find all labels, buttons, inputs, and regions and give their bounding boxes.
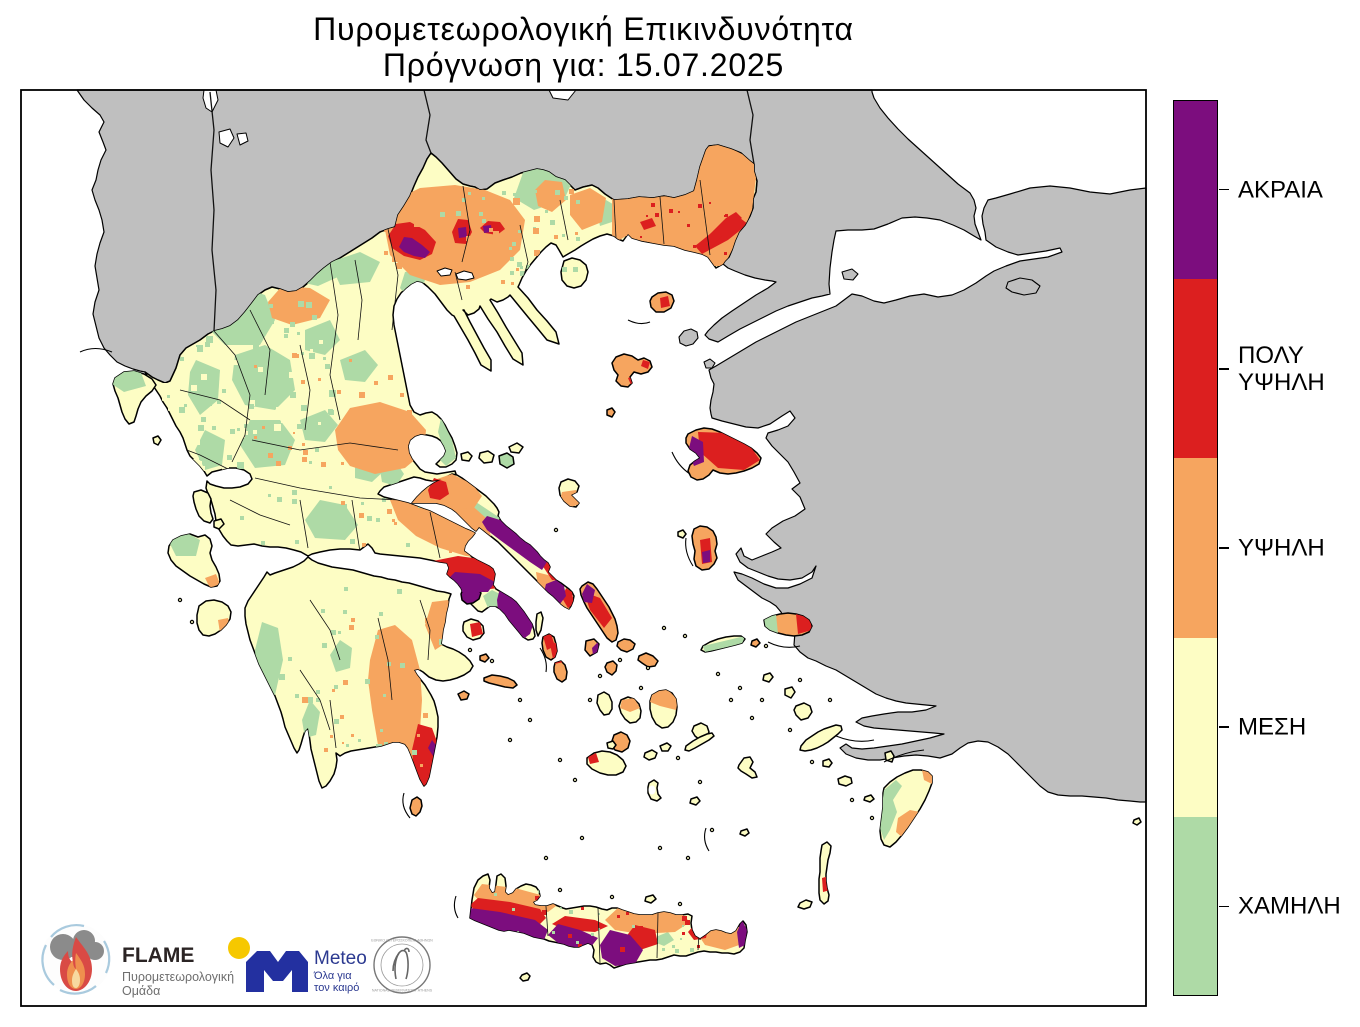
svg-text:Meteo: Meteo [314,948,367,969]
svg-text:ΕΘΝΙΚΟ ΑΣΤΕΡΟΣΚΟΠΕΙΟ ΑΘΗΝΩΝ: ΕΘΝΙΚΟ ΑΣΤΕΡΟΣΚΟΠΕΙΟ ΑΘΗΝΩΝ [371,939,433,943]
svg-text:Πυρομετεωρολογική: Πυρομετεωρολογική [122,970,234,984]
svg-text:τον καιρό: τον καιρό [314,982,359,994]
svg-text:Ομάδα: Ομάδα [122,984,160,998]
svg-text:NATIONAL OBSERVATORY ATHENS: NATIONAL OBSERVATORY ATHENS [372,989,433,993]
svg-text:FLAME: FLAME [122,944,194,967]
svg-text:Όλα για: Όλα για [313,970,352,982]
